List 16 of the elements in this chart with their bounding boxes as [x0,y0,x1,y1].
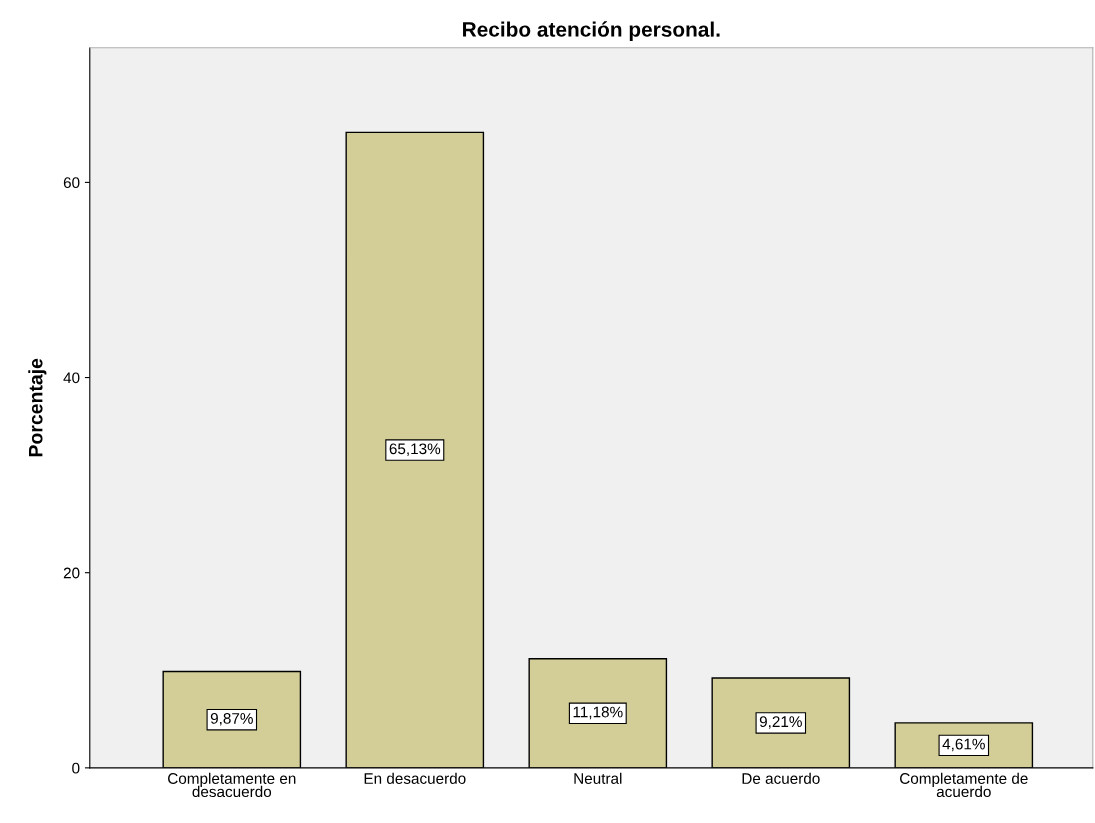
data-label: 4,61% [942,738,985,752]
data-label: 11,18% [573,706,623,720]
chart-title: Recibo atención personal. [463,21,720,41]
data-label: 65,13% [389,443,441,456]
y-tick-label: 40 [63,372,80,384]
x-tick-label: Completamente de acuerdo [900,772,1028,798]
y-tick-label: 60 [63,177,80,189]
data-label: 9,21% [759,716,802,729]
x-tick-label: Completamente en desacuerdo [168,772,296,798]
data-label: 9,87% [210,712,253,726]
x-tick-label: En desacuerdo [364,772,466,784]
x-tick-label: De acuerdo [742,772,820,784]
y-tick-label: 20 [63,567,80,579]
y-axis-title: Porcentaje [28,358,47,457]
y-tick-label: 0 [72,762,80,774]
x-tick-label: Neutral [574,772,622,784]
